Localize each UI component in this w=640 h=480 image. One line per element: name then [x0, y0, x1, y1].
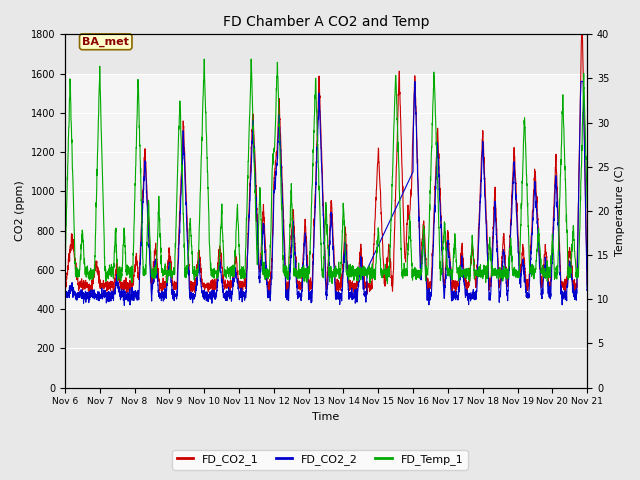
Y-axis label: CO2 (ppm): CO2 (ppm) [15, 180, 25, 241]
Title: FD Chamber A CO2 and Temp: FD Chamber A CO2 and Temp [223, 15, 429, 29]
Text: BA_met: BA_met [83, 36, 129, 47]
Legend: FD_CO2_1, FD_CO2_2, FD_Temp_1: FD_CO2_1, FD_CO2_2, FD_Temp_1 [172, 450, 468, 469]
X-axis label: Time: Time [312, 412, 340, 422]
Y-axis label: Temperature (C): Temperature (C) [615, 166, 625, 256]
Bar [65, 73, 588, 309]
